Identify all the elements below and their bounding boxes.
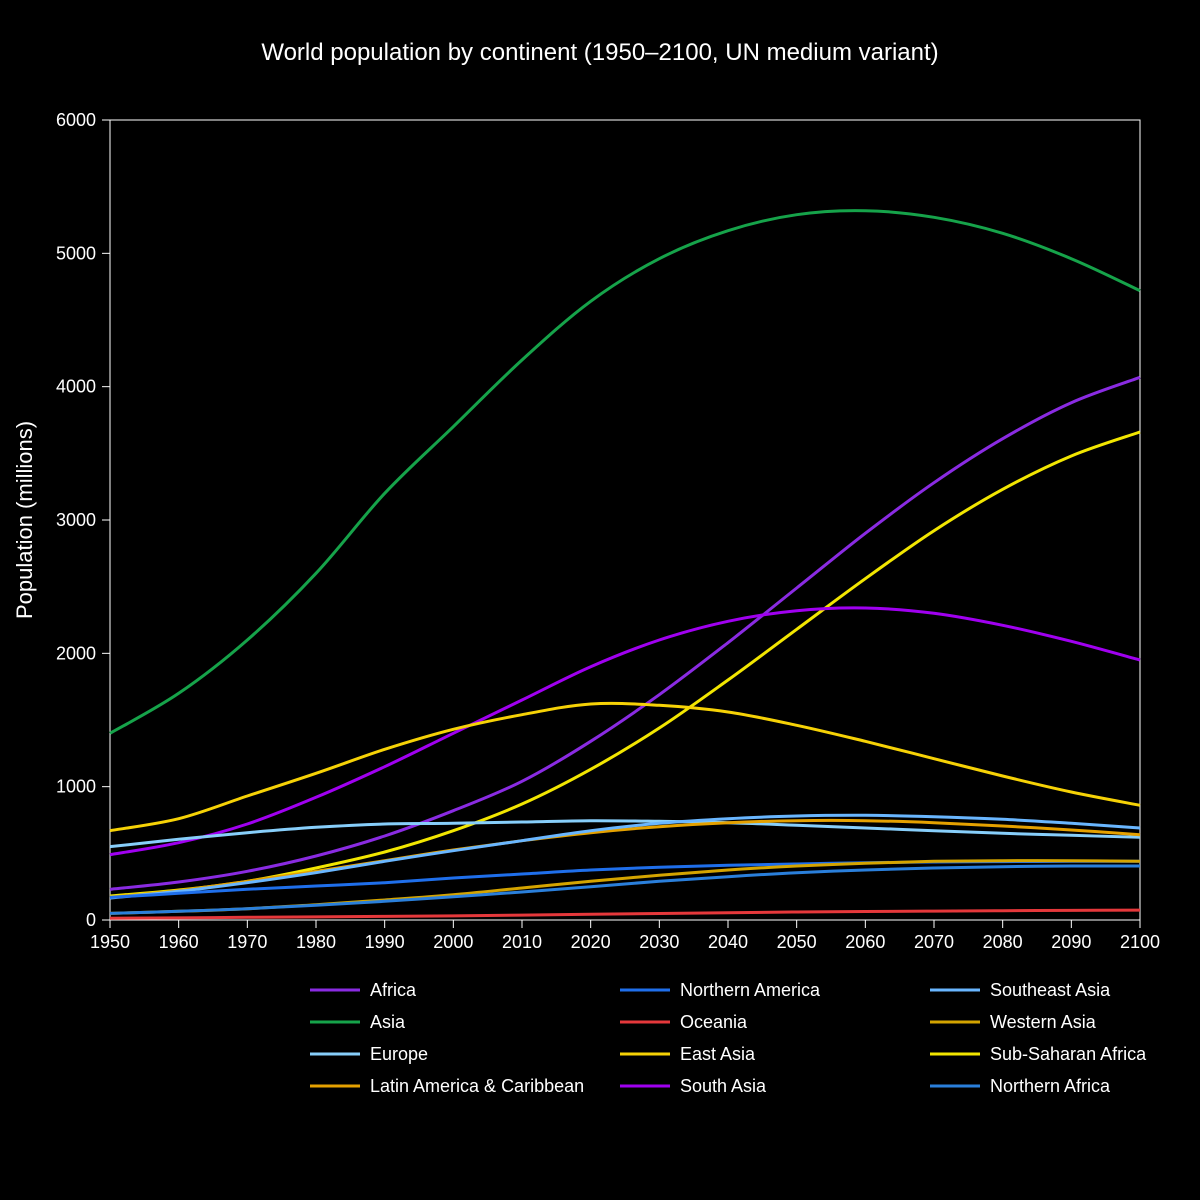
x-tick-label: 2030 <box>639 932 679 952</box>
y-tick-label: 5000 <box>56 243 96 263</box>
y-tick-label: 1000 <box>56 777 96 797</box>
y-tick-label: 3000 <box>56 510 96 530</box>
legend-label: Latin America & Caribbean <box>370 1076 584 1096</box>
x-tick-label: 2020 <box>571 932 611 952</box>
legend-label: East Asia <box>680 1044 756 1064</box>
y-tick-label: 4000 <box>56 377 96 397</box>
population-line-chart: World population by continent (1950–2100… <box>0 0 1200 1200</box>
x-tick-label: 2080 <box>983 932 1023 952</box>
y-tick-label: 6000 <box>56 110 96 130</box>
y-tick-label: 2000 <box>56 643 96 663</box>
legend-label: South Asia <box>680 1076 767 1096</box>
legend-label: Oceania <box>680 1012 748 1032</box>
legend-label: Sub-Saharan Africa <box>990 1044 1147 1064</box>
y-tick-label: 0 <box>86 910 96 930</box>
x-tick-label: 1970 <box>227 932 267 952</box>
y-axis-label: Population (millions) <box>12 421 37 619</box>
x-tick-label: 2060 <box>845 932 885 952</box>
x-tick-label: 1950 <box>90 932 130 952</box>
x-tick-label: 2100 <box>1120 932 1160 952</box>
legend-label: Western Asia <box>990 1012 1097 1032</box>
legend-label: Southeast Asia <box>990 980 1111 1000</box>
x-tick-label: 2050 <box>777 932 817 952</box>
chart-title: World population by continent (1950–2100… <box>261 39 938 66</box>
x-tick-label: 2010 <box>502 932 542 952</box>
legend-label: Europe <box>370 1044 428 1064</box>
x-tick-label: 2090 <box>1051 932 1091 952</box>
x-tick-label: 1960 <box>159 932 199 952</box>
x-tick-label: 2040 <box>708 932 748 952</box>
legend-label: Africa <box>370 980 417 1000</box>
x-tick-label: 2000 <box>433 932 473 952</box>
x-tick-label: 1980 <box>296 932 336 952</box>
legend-label: Northern America <box>680 980 821 1000</box>
x-tick-label: 2070 <box>914 932 954 952</box>
legend-label: Asia <box>370 1012 406 1032</box>
x-tick-label: 1990 <box>365 932 405 952</box>
legend-label: Northern Africa <box>990 1076 1111 1096</box>
